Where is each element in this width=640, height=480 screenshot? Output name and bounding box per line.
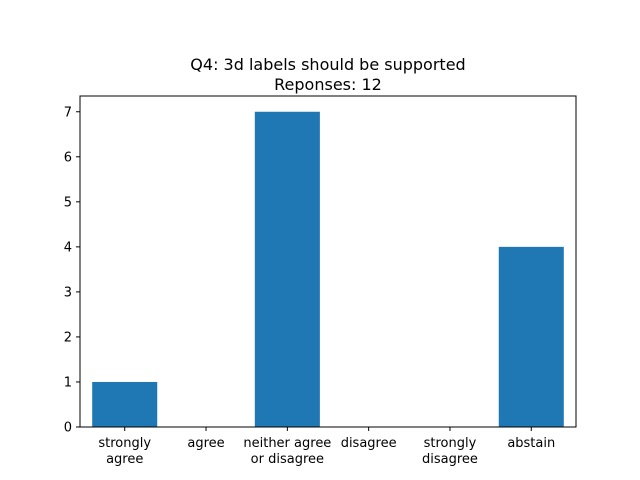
bar (498, 246, 564, 427)
x-tick-label: strongly (98, 436, 151, 451)
x-tick-label: agree (187, 436, 224, 451)
y-axis: 0 1 2 3 4 5 6 7 (64, 105, 80, 436)
plot-frame (79, 95, 577, 428)
y-tick-label: 1 (64, 375, 72, 390)
x-tick-label: abstain (507, 436, 555, 451)
x-tick-label: disagree (341, 436, 397, 451)
y-tick-label: 7 (64, 105, 72, 120)
x-tick-label: or disagree (251, 452, 324, 467)
y-tick-label: 3 (64, 285, 72, 300)
x-tick-label: strongly (424, 436, 477, 451)
y-tick-label: 2 (64, 330, 72, 345)
y-tick-label: 5 (64, 195, 72, 210)
x-tick-label: agree (106, 452, 143, 467)
x-tick-label: disagree (422, 452, 478, 467)
y-tick-label: 4 (64, 240, 72, 255)
bar (92, 381, 158, 427)
chart-subtitle-line: Reponses: 12 (274, 75, 382, 94)
chart-title: Q4: 3d labels should be supportedReponse… (190, 55, 465, 94)
bar (254, 111, 320, 427)
chart-title-line: Q4: 3d labels should be supported (190, 55, 465, 74)
x-tick-label: neither agree (243, 436, 331, 451)
plot-area (80, 96, 576, 427)
y-tick-label: 6 (64, 150, 72, 165)
bars-group (92, 111, 564, 427)
y-tick-label: 0 (64, 421, 72, 436)
